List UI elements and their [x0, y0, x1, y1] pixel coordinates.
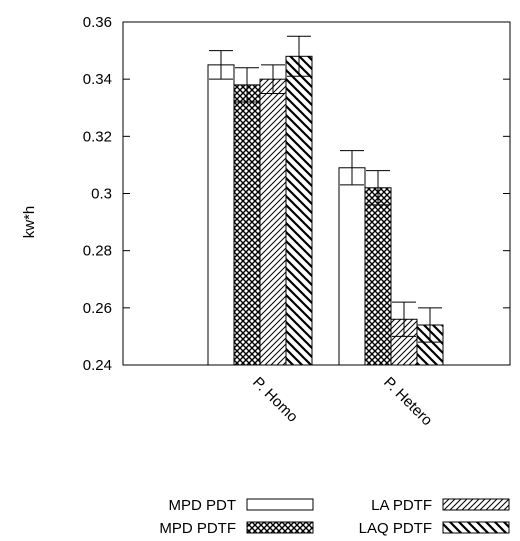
axes-frame	[122, 21, 511, 366]
legend-label: MPD PDT	[169, 497, 237, 514]
legend-swatch	[442, 498, 510, 511]
y-tick-label: 0.26	[83, 300, 112, 317]
bar-la-pdtf	[259, 78, 287, 366]
bar-mpd-pdt	[338, 167, 366, 366]
legend-swatch	[442, 521, 510, 534]
bar-laq-pdtf	[285, 55, 313, 366]
y-tick-label: 0.34	[83, 71, 112, 88]
legend-label: MPD PDTF	[159, 520, 236, 537]
legend-swatch	[246, 498, 314, 511]
legend: MPD PDT LA PDTF MPD PDTF LAQ PDTF	[159, 497, 510, 537]
bar-mpd-pdtf	[364, 187, 392, 366]
y-axis-label: kw*h	[21, 206, 38, 239]
y-tick-label: 0.28	[83, 243, 112, 260]
y-tick-label: 0.3	[91, 186, 112, 203]
legend-swatch	[246, 521, 314, 534]
x-tick-label: P. Homo	[249, 374, 301, 426]
legend-label: LAQ PDTF	[359, 520, 432, 537]
plot-area: 0.24 0.26 0.28 0.3 0.32 0.34 0.36 P. Homo P. Het…	[83, 14, 511, 429]
y-tick-label: 0.32	[83, 128, 112, 145]
legend-label: LA PDTF	[371, 497, 432, 514]
y-tick-label: 0.36	[83, 14, 112, 31]
bar-mpd-pdt	[207, 64, 235, 366]
bar-mpd-pdtf	[233, 84, 261, 366]
y-tick-label: 0.24	[83, 357, 112, 374]
x-tick-label: P. Hetero	[380, 374, 435, 429]
